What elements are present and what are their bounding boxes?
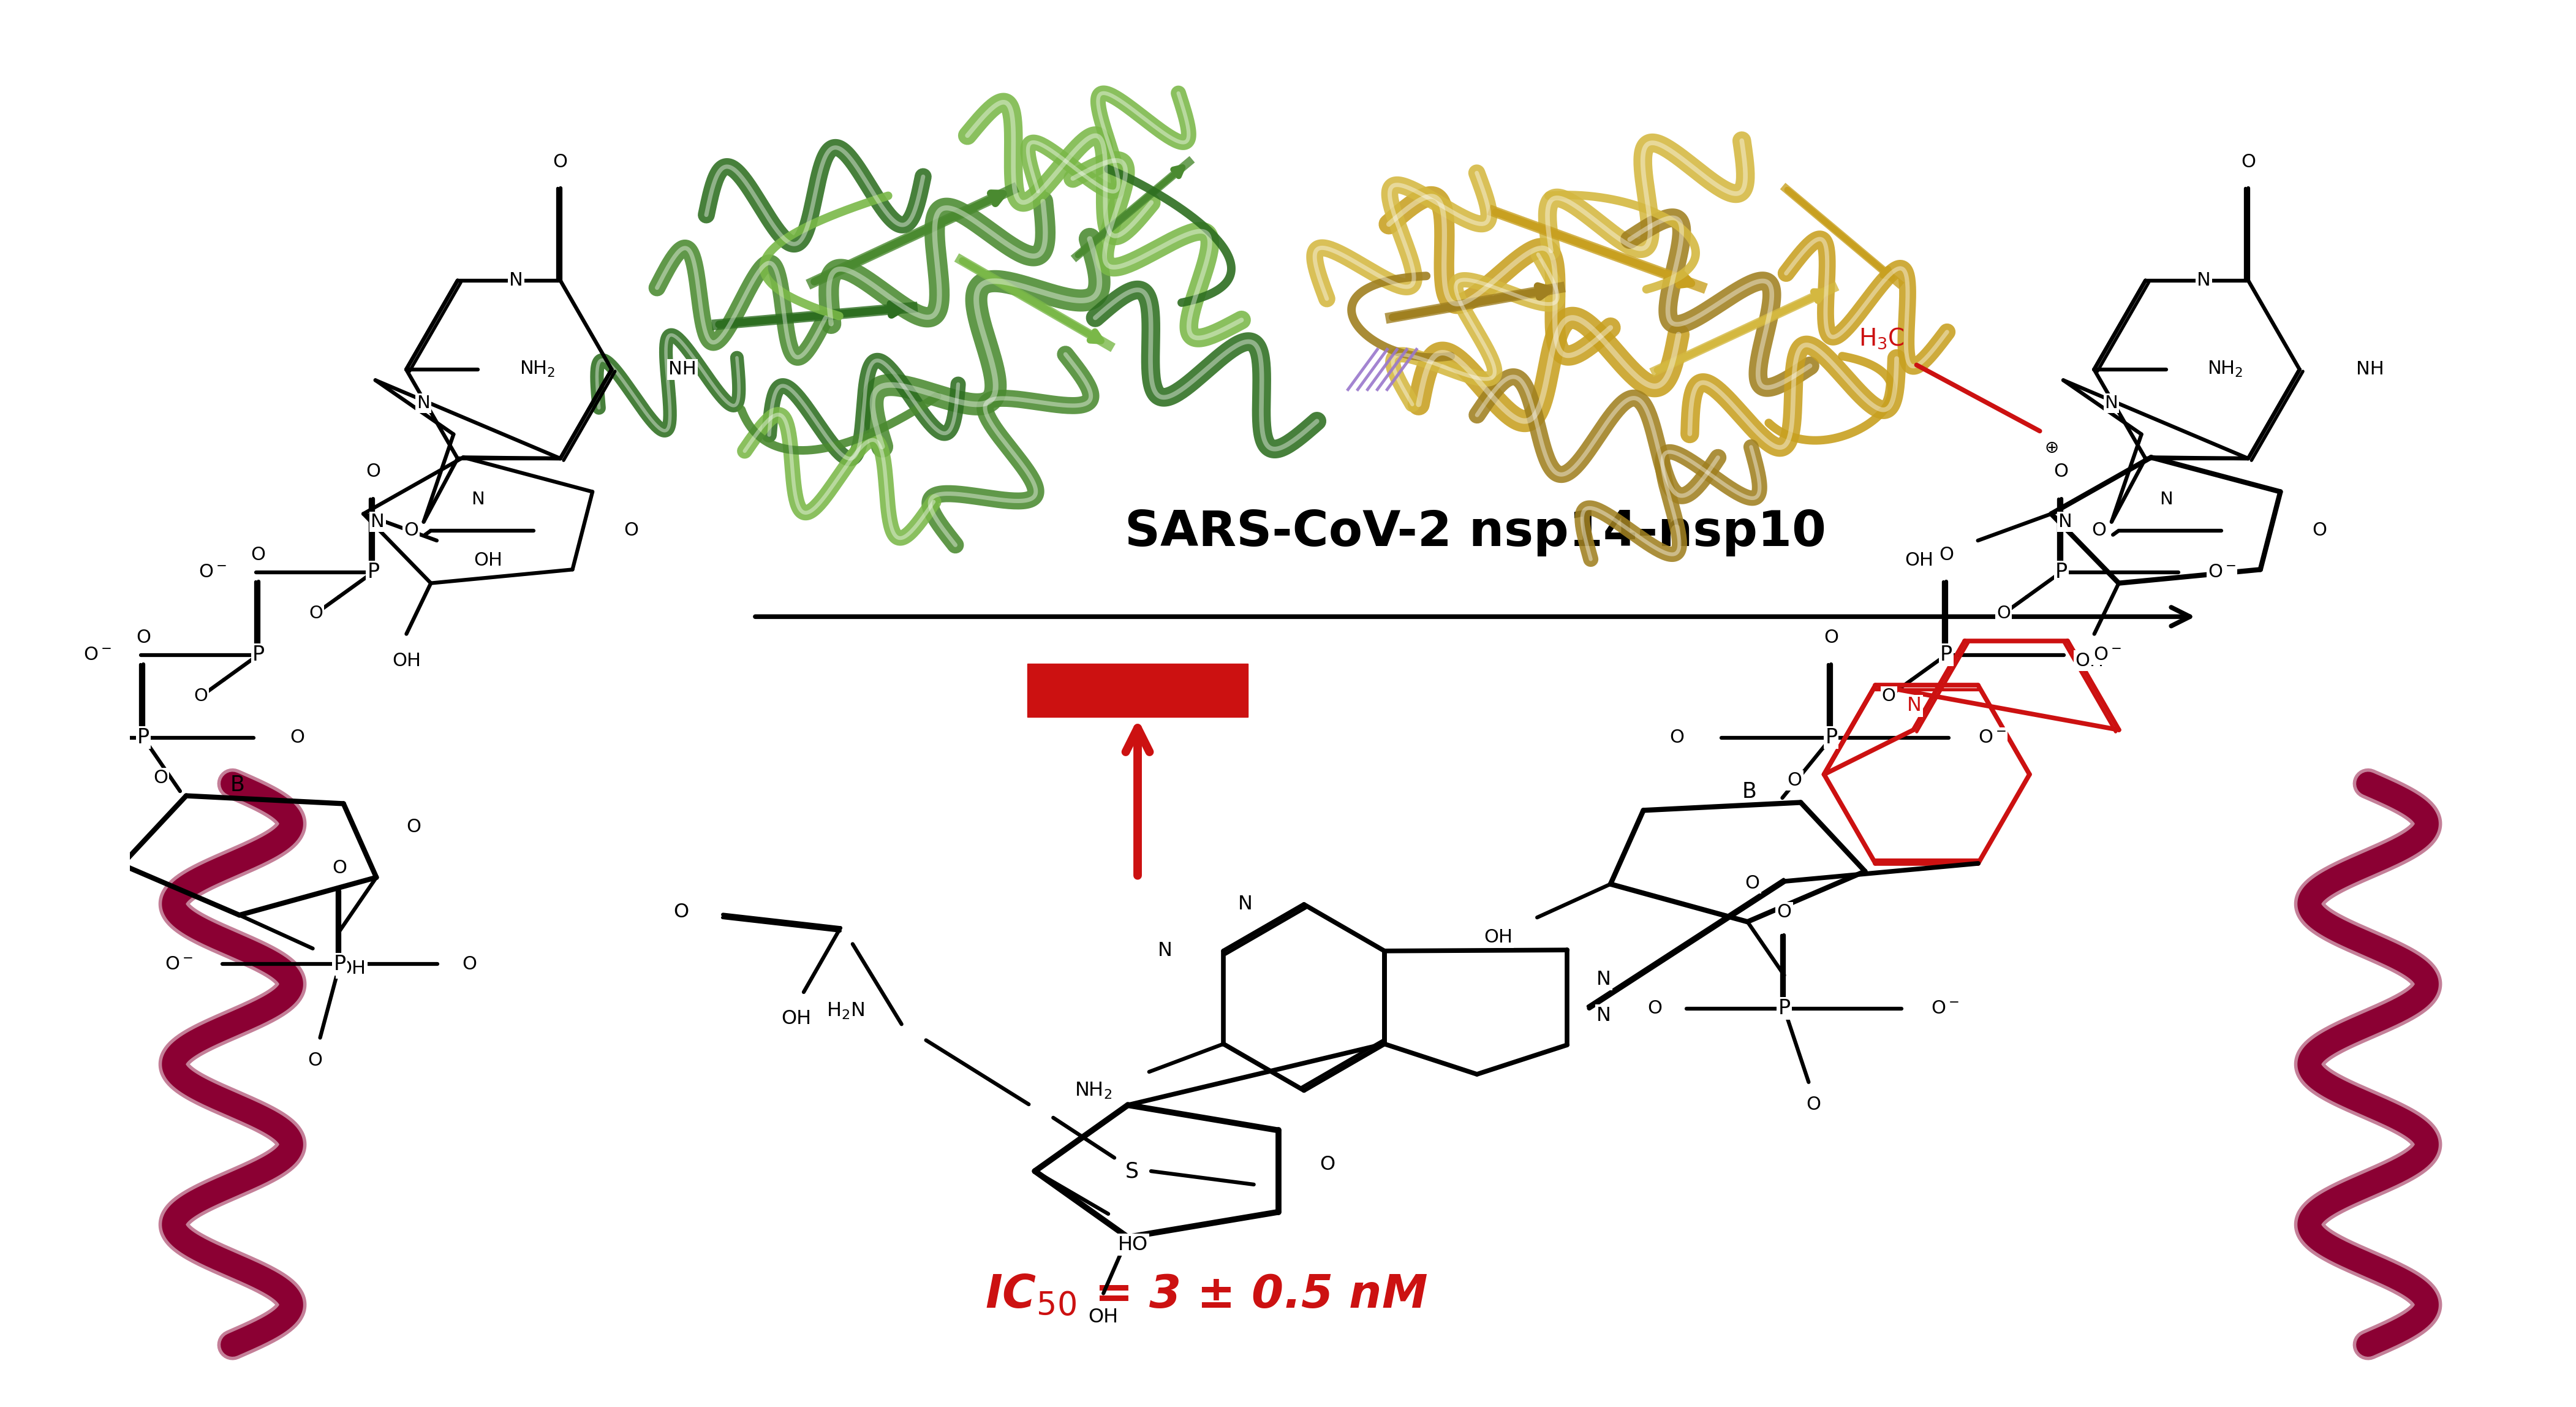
Text: N: N <box>510 272 523 290</box>
Text: O$^-$: O$^-$ <box>1932 1000 1960 1017</box>
Text: N: N <box>1597 969 1610 989</box>
Text: O$^-$: O$^-$ <box>2094 646 2120 664</box>
Text: N: N <box>2159 491 2172 508</box>
Text: O: O <box>2241 153 2257 172</box>
Text: O: O <box>404 522 417 539</box>
Bar <box>1028 664 1247 716</box>
Text: P: P <box>1777 999 1790 1019</box>
Text: P: P <box>252 644 265 666</box>
Text: O: O <box>1996 605 2012 622</box>
Text: O: O <box>672 902 688 922</box>
Text: O$^-$: O$^-$ <box>198 563 227 581</box>
Text: O: O <box>623 522 639 539</box>
Text: OH: OH <box>474 552 502 570</box>
Text: NH$_2$: NH$_2$ <box>1074 1081 1113 1100</box>
Text: O: O <box>366 463 381 481</box>
Text: P: P <box>1826 727 1837 749</box>
Text: N: N <box>1239 895 1252 915</box>
Text: OH: OH <box>337 960 366 978</box>
Text: O$^-$: O$^-$ <box>2208 563 2236 581</box>
Text: B: B <box>229 775 245 795</box>
Text: O: O <box>1777 903 1790 922</box>
Text: N: N <box>471 491 484 508</box>
Text: O: O <box>309 605 322 622</box>
Text: O: O <box>193 688 209 705</box>
Text: P: P <box>1940 644 1953 666</box>
Text: O: O <box>1824 629 1839 646</box>
Text: OH: OH <box>392 651 420 670</box>
Text: P: P <box>137 727 149 749</box>
Text: N: N <box>1157 941 1172 961</box>
Text: H$_3$C: H$_3$C <box>1857 326 1904 350</box>
Text: SARS-CoV-2 nsp14-nsp10: SARS-CoV-2 nsp14-nsp10 <box>1126 509 1826 557</box>
Text: O$^-$: O$^-$ <box>82 646 111 664</box>
Text: NH: NH <box>2357 360 2385 378</box>
Text: N: N <box>2197 272 2210 290</box>
Text: O$^-$: O$^-$ <box>165 955 193 974</box>
Text: N: N <box>417 394 430 411</box>
Text: NH: NH <box>667 360 696 378</box>
Text: OH: OH <box>2076 651 2105 670</box>
Text: O: O <box>291 729 304 747</box>
Text: O: O <box>1319 1155 1334 1173</box>
Text: O: O <box>461 955 477 974</box>
Text: OH: OH <box>1484 929 1512 947</box>
Text: O: O <box>2311 522 2326 539</box>
Text: S: S <box>1126 1161 1139 1182</box>
Text: P: P <box>332 954 345 975</box>
Text: NH$_2$: NH$_2$ <box>520 360 554 378</box>
Text: O: O <box>1940 546 1953 564</box>
Text: P: P <box>368 561 379 582</box>
Text: OH: OH <box>1906 552 1935 570</box>
Text: O: O <box>2092 522 2107 539</box>
Text: O: O <box>309 1051 322 1069</box>
Text: O: O <box>1880 688 1896 705</box>
Text: O: O <box>1669 729 1685 747</box>
Text: O: O <box>1788 771 1803 789</box>
Text: N: N <box>1906 696 1922 715</box>
Text: $\oplus$: $\oplus$ <box>2045 439 2058 456</box>
Text: O: O <box>1744 874 1759 892</box>
Text: N: N <box>371 514 384 530</box>
Text: H$_2$N: H$_2$N <box>827 1000 866 1020</box>
Text: O: O <box>1646 1000 1662 1017</box>
Text: IC$_{50}$ = 3 ± 0.5 nM: IC$_{50}$ = 3 ± 0.5 nM <box>984 1273 1427 1318</box>
Text: O: O <box>137 629 152 646</box>
Text: O: O <box>2053 463 2069 481</box>
Text: OH: OH <box>781 1009 811 1029</box>
Text: O: O <box>332 860 348 877</box>
Text: O: O <box>250 546 265 564</box>
Text: B: B <box>1741 781 1757 802</box>
Text: O: O <box>1806 1096 1821 1114</box>
Text: P: P <box>2056 561 2069 582</box>
Text: O: O <box>407 819 420 836</box>
Text: HO: HO <box>1118 1235 1149 1254</box>
Text: OH: OH <box>1087 1309 1118 1327</box>
Text: O: O <box>554 153 567 172</box>
Text: N: N <box>2105 394 2117 411</box>
Text: O$^-$: O$^-$ <box>1978 729 2007 747</box>
Text: NH$_2$: NH$_2$ <box>2208 360 2244 378</box>
Text: N: N <box>1597 1006 1610 1026</box>
Text: O: O <box>152 770 167 787</box>
Text: N: N <box>2058 514 2074 530</box>
